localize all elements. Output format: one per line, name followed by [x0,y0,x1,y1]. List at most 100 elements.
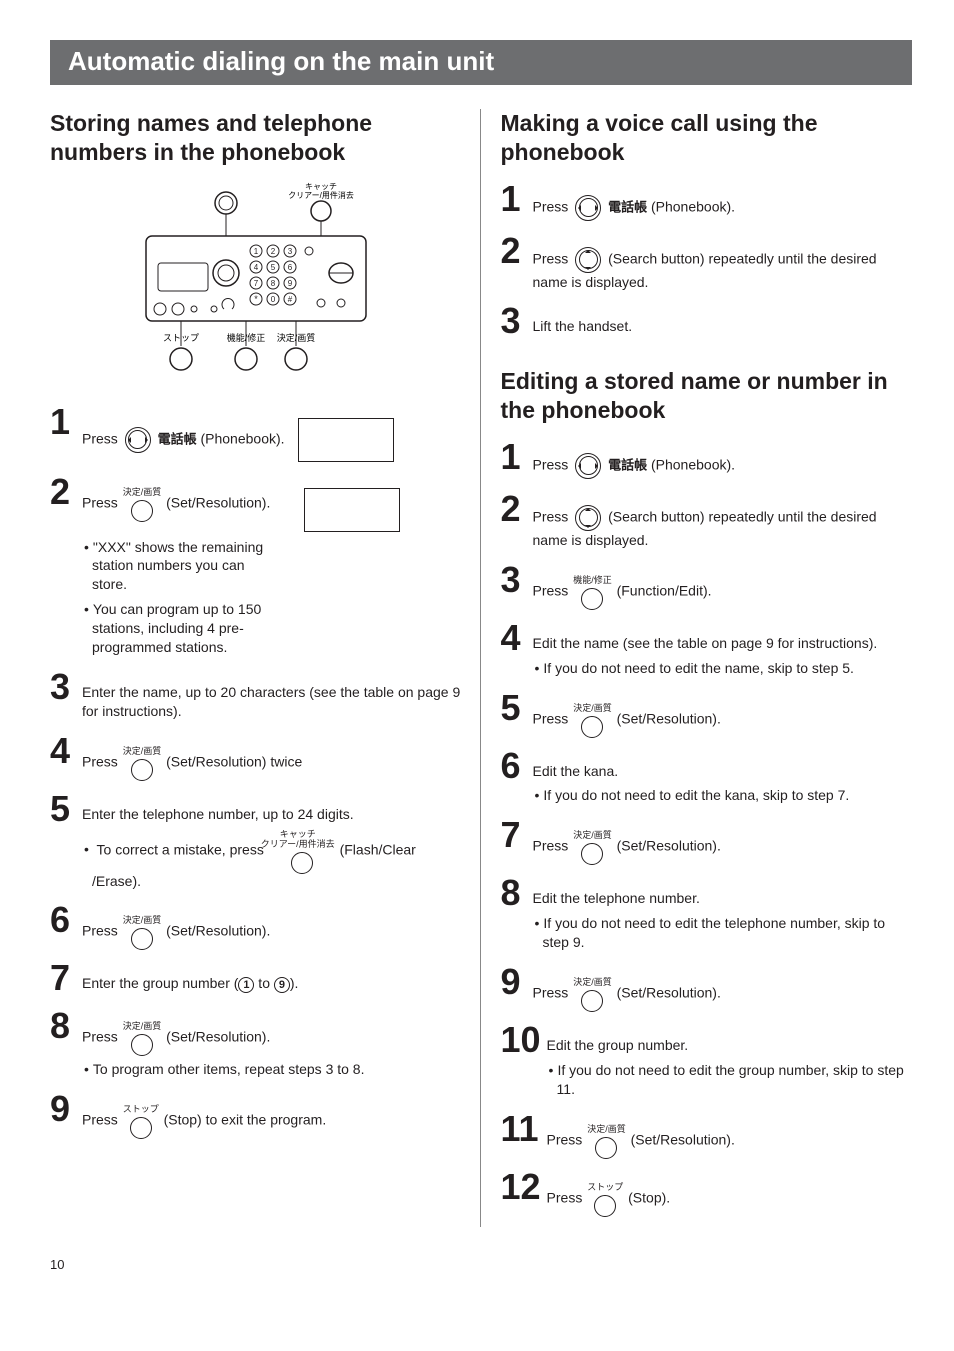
editing-heading: Editing a stored name or number in the p… [501,367,913,425]
left-step-7: 7 Enter the group number (1 to 9). [50,960,462,996]
step-number: 2 [501,491,527,527]
step-number: 10 [501,1022,541,1058]
step-number: 4 [50,733,76,769]
nav-ud-icon [575,505,601,531]
function-button: 機能/修正 [573,576,612,608]
device-flash-label-a: キャッチ [305,182,337,191]
step-number: 5 [50,791,76,827]
edit-step-2: 2 Press (Search button) repeatedly until… [501,491,913,550]
call-step-3: 3 Lift the handset. [501,303,913,339]
step-number: 1 [501,181,527,217]
step-number: 3 [501,562,527,598]
content-columns: Storing names and telephone numbers in t… [50,109,912,1227]
step-text: Enter the telephone number, up to 24 dig… [82,806,354,822]
step-text: Enter the group number ( [82,975,238,991]
set-res-button: 決定/画質 [123,747,162,779]
step-bullet: "XXX" shows the remaining station number… [82,538,282,595]
edit-step-6: 6 Edit the kana. If you do not need to e… [501,748,913,806]
keycap-1-icon: 1 [238,977,254,993]
step-text: Press [82,494,118,510]
edit-step-1: 1 Press 電話帳 (Phonebook). [501,439,913,479]
step-number: 7 [50,960,76,996]
jp-label: 電話帳 [158,431,197,446]
keycap-9-icon: 9 [274,977,290,993]
step-text: Enter the name, up to 20 characters (see… [82,669,462,721]
step-number: 5 [501,690,527,726]
making-call-heading: Making a voice call using the phonebook [501,109,913,167]
left-step-3: 3 Enter the name, up to 20 characters (s… [50,669,462,721]
stop-button: ストップ [123,1105,159,1137]
left-step-8: 8 Press 決定/画質 (Set/Resolution). To progr… [50,1008,462,1079]
storing-heading: Storing names and telephone numbers in t… [50,109,462,167]
svg-text:#: # [288,295,293,304]
left-step-6: 6 Press 決定/画質 (Set/Resolution). [50,902,462,948]
device-svg: キャッチ クリアー/用件消去 1 2 3 4 5 6 [126,181,386,381]
step-text: Press [82,1112,118,1128]
step-number: 2 [50,474,76,510]
step-number: 3 [50,669,76,705]
set-res-button: 決定/画質 [573,831,612,863]
svg-text:9: 9 [288,279,293,288]
edit-step-11: 11 Press 決定/画質 (Set/Resolution). [501,1111,913,1157]
step-text: Press [82,1029,118,1045]
en-label: (Set/Resolution). [166,923,270,939]
svg-text:4: 4 [254,263,259,272]
step-number: 9 [50,1091,76,1127]
device-func-label: 機能/修正 [226,332,265,343]
svg-text:5: 5 [271,263,276,272]
svg-text:6: 6 [288,263,293,272]
left-step-9: 9 Press ストップ (Stop) to exit the program. [50,1091,462,1137]
step-bullet: You can program up to 150 stations, incl… [82,600,302,657]
left-step-4: 4 Press 決定/画質 (Set/Resolution) twice [50,733,462,779]
svg-text:0: 0 [271,295,276,304]
en-label: (Set/Resolution). [166,1029,270,1045]
set-res-button: 決定/画質 [123,916,162,948]
set-res-button: 決定/画質 [123,488,162,520]
edit-step-9: 9 Press 決定/画質 (Set/Resolution). [501,964,913,1010]
svg-text:1: 1 [254,247,259,256]
step-number: 1 [501,439,527,475]
right-column: Making a voice call using the phonebook … [481,109,913,1227]
set-res-button: 決定/画質 [573,704,612,736]
en-label: (Set/Resolution). [166,494,270,510]
page-number: 10 [50,1257,912,1272]
nav-ud-icon [575,247,601,273]
edit-step-3: 3 Press 機能/修正 (Function/Edit). [501,562,913,608]
left-step-5: 5 Enter the telephone number, up to 24 d… [50,791,462,891]
device-illustration: キャッチ クリアー/用件消去 1 2 3 4 5 6 [50,181,462,386]
step-bullet: To correct a mistake, press キャッチ クリアー/用件… [82,830,462,891]
stop-button: ストップ [587,1183,623,1215]
flash-button: キャッチ クリアー/用件消去 [269,830,335,872]
step-number: 8 [50,1008,76,1044]
edit-step-12: 12 Press ストップ (Stop). [501,1169,913,1215]
step-number: 7 [501,817,527,853]
step-text: Press [82,753,118,769]
call-step-2: 2 Press (Search button) repeatedly until… [501,233,913,292]
edit-step-5: 5 Press 決定/画質 (Set/Resolution). [501,690,913,736]
step-text: Press [82,430,118,446]
step-bullet: If you do not need to edit the name, ski… [533,659,913,678]
set-res-button: 決定/画質 [123,1022,162,1054]
en-label: (Phonebook). [200,430,284,446]
step-bullet: If you do not need to edit the group num… [547,1061,912,1099]
nav-lr-icon [575,453,601,479]
edit-step-4: 4 Edit the name (see the table on page 9… [501,620,913,678]
edit-step-7: 7 Press 決定/画質 (Set/Resolution). [501,817,913,863]
nav-lr-icon [575,195,601,221]
step-number: 8 [501,875,527,911]
svg-text:2: 2 [271,247,276,256]
display-box [298,418,394,462]
set-res-button: 決定/画質 [587,1125,626,1157]
step-number: 2 [501,233,527,269]
edit-step-10: 10 Edit the group number. If you do not … [501,1022,913,1099]
step-text: Press [82,923,118,939]
step-number: 3 [501,303,527,339]
step-number: 6 [50,902,76,938]
step-number: 4 [501,620,527,656]
left-step-1: 1 Press 電話帳 (Phonebook). [50,404,462,462]
device-stop-label: ストップ [163,333,199,343]
device-flash-label-b: クリアー/用件消去 [288,190,354,200]
step-number: 6 [501,748,527,784]
svg-text:*: * [254,294,258,304]
display-box [304,488,400,532]
